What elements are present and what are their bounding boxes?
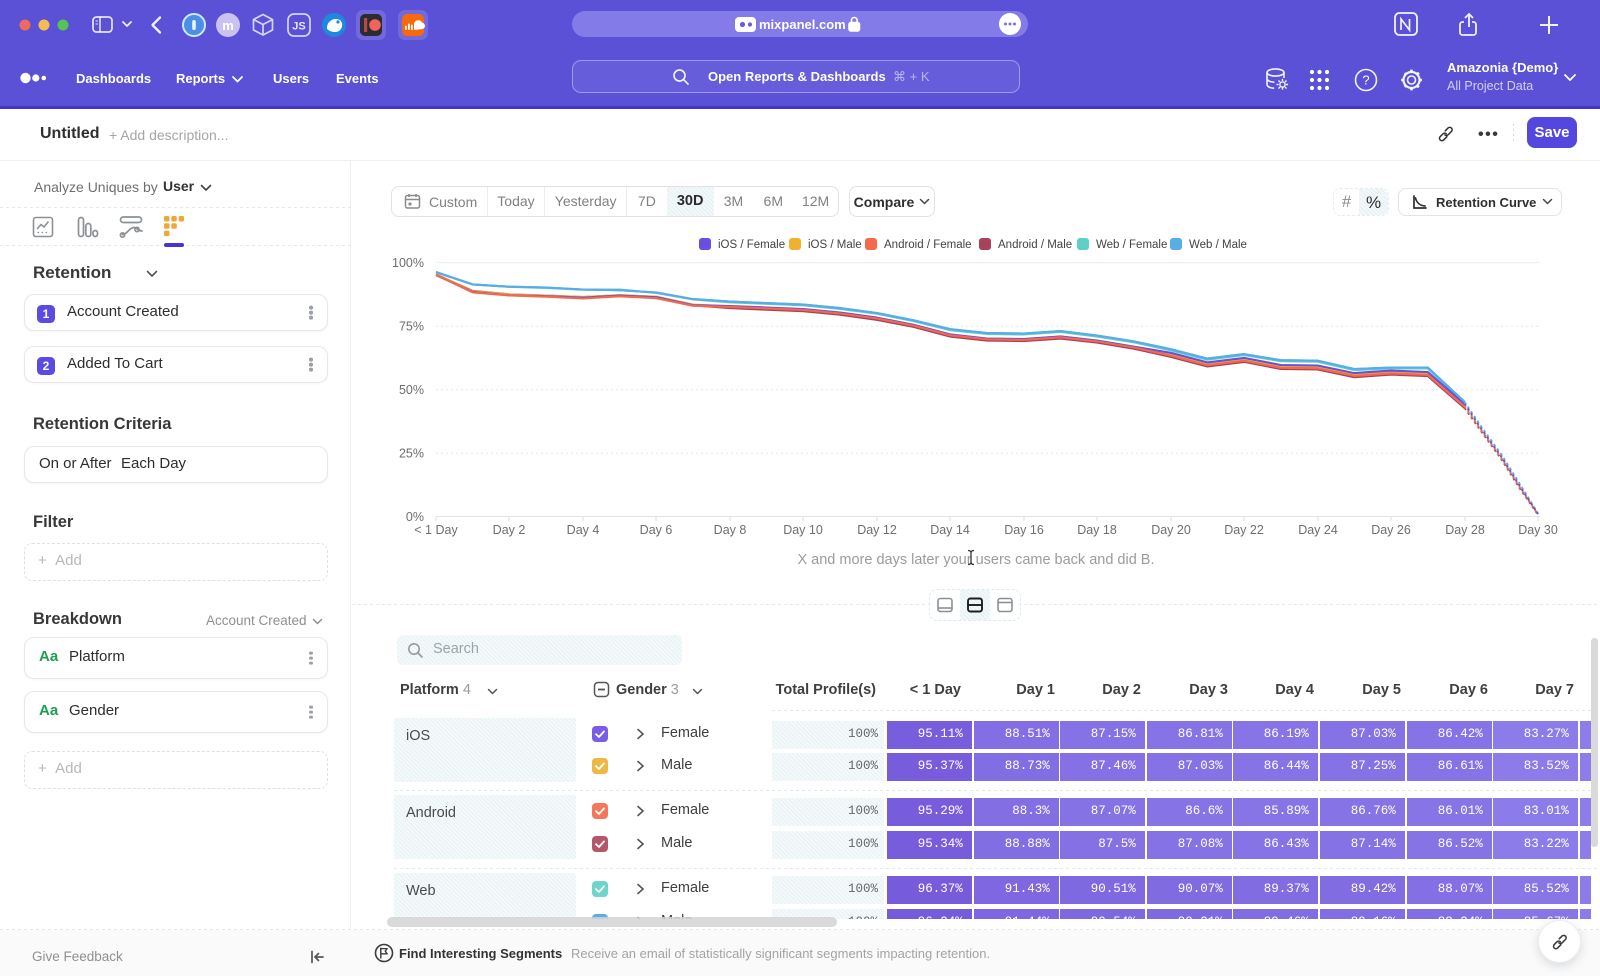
svg-text:0%: 0% <box>406 510 424 524</box>
svg-text:JS: JS <box>292 21 305 33</box>
svg-text:mixpanel.com: mixpanel.com <box>759 17 846 32</box>
svg-text:< 1 Day: < 1 Day <box>414 523 458 537</box>
svg-text:Day 26: Day 26 <box>1371 523 1411 537</box>
svg-text:Day 8: Day 8 <box>714 523 747 537</box>
svg-text:100%: 100% <box>392 256 424 270</box>
svg-text:m: m <box>222 18 234 33</box>
svg-text:Day 10: Day 10 <box>783 523 823 537</box>
svg-text:Day 14: Day 14 <box>930 523 970 537</box>
svg-text:Day 18: Day 18 <box>1077 523 1117 537</box>
svg-text:Day 6: Day 6 <box>640 523 673 537</box>
svg-text:25%: 25% <box>399 447 424 461</box>
svg-text:75%: 75% <box>399 320 424 334</box>
svg-text:Day 16: Day 16 <box>1004 523 1044 537</box>
svg-text:Day 24: Day 24 <box>1298 523 1338 537</box>
svg-text:Day 4: Day 4 <box>567 523 600 537</box>
svg-text:Day 2: Day 2 <box>493 523 526 537</box>
svg-text:Day 12: Day 12 <box>857 523 897 537</box>
svg-text:Day 22: Day 22 <box>1224 523 1264 537</box>
svg-text:Day 28: Day 28 <box>1445 523 1485 537</box>
svg-text:Day 20: Day 20 <box>1151 523 1191 537</box>
svg-text:50%: 50% <box>399 383 424 397</box>
svg-text:Day 30: Day 30 <box>1518 523 1558 537</box>
svg-text:?: ? <box>1362 73 1369 88</box>
